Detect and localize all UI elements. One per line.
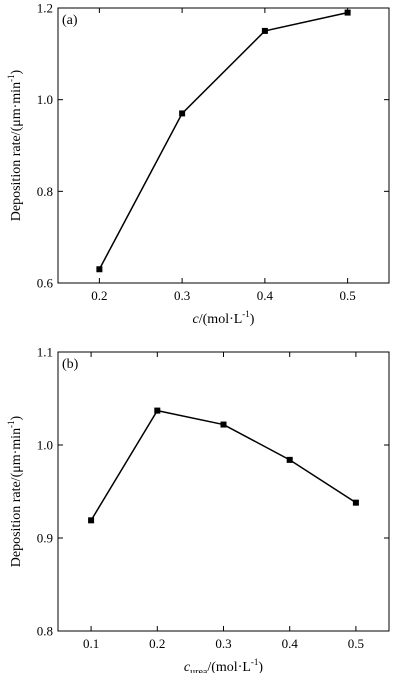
x-axis-label: curea/(mol·L-1) — [184, 657, 263, 673]
x-tick-label: 0.1 — [83, 636, 99, 651]
x-axis-label: c/(mol·L-1) — [193, 309, 255, 327]
data-point — [344, 9, 351, 16]
y-tick-label: 0.6 — [37, 276, 54, 291]
y-tick-label: 1.2 — [37, 1, 53, 16]
y-tick-label: 1.1 — [37, 345, 53, 360]
y-axis-label-sup: -1 — [6, 74, 16, 82]
x-axis-label-unit: /(mol·L — [207, 660, 251, 673]
y-tick-label: 0.9 — [37, 531, 53, 546]
x-tick-label: 0.5 — [348, 636, 364, 651]
y-tick-label: 0.8 — [37, 624, 53, 639]
x-axis-label-sup: -1 — [251, 657, 259, 667]
x-tick-label: 0.4 — [282, 636, 299, 651]
x-axis-label-close: ) — [258, 660, 263, 673]
plot-frame — [57, 7, 390, 284]
panel-a: 0.2 0.3 0.4 0.50.60.81.01.2(a)c/(mol·L-1)De… — [6, 1, 390, 327]
panel-label: (b) — [62, 357, 79, 372]
data-point — [286, 456, 293, 463]
x-axis-label-close: ) — [250, 312, 255, 327]
y-axis-label-close: ) — [9, 69, 24, 74]
y-tick-label: 0.8 — [37, 184, 53, 199]
x-tick-label: 0.3 — [215, 636, 231, 651]
x-axis-label-var: c — [193, 312, 200, 327]
x-tick-label: 0.2 — [91, 288, 107, 303]
data-point — [352, 499, 359, 506]
panel-label: (a) — [62, 13, 78, 28]
x-tick-label: 0.2 — [149, 636, 165, 651]
data-point — [96, 266, 103, 273]
y-axis-label-main: Deposition rate/(μm·min — [9, 428, 24, 567]
data-point — [179, 110, 186, 117]
data-point — [220, 421, 227, 428]
x-axis-label-unit: /(mol·L — [199, 312, 243, 327]
x-tick-label: 0.4 — [257, 288, 274, 303]
y-axis-label: Deposition rate/(μm·min-1) — [6, 69, 24, 221]
x-tick-label: 0.3 — [174, 288, 190, 303]
data-point — [261, 27, 268, 34]
y-axis-label: Deposition rate/(μm·min-1) — [6, 415, 24, 567]
x-axis-label-sup: -1 — [242, 309, 250, 319]
data-point — [154, 407, 161, 414]
y-axis-label-main: Deposition rate/(μm·min — [9, 82, 24, 221]
x-axis-label-var: c — [184, 660, 191, 673]
y-tick-label: 1.0 — [37, 438, 53, 453]
x-tick-label: 0.5 — [340, 288, 356, 303]
y-tick-label: 1.0 — [37, 92, 53, 107]
data-point — [88, 517, 95, 524]
series-line — [98, 11, 348, 270]
panel-b: 0.1 0.2 0.3 0.4 0.5 0.8 0.9 1.0 1.1 (b) curea/(mol… — [6, 345, 390, 673]
x-axis-label-sub: urea — [190, 667, 208, 673]
y-axis-label-close: ) — [9, 415, 24, 420]
y-axis-label-sup: -1 — [6, 420, 16, 428]
